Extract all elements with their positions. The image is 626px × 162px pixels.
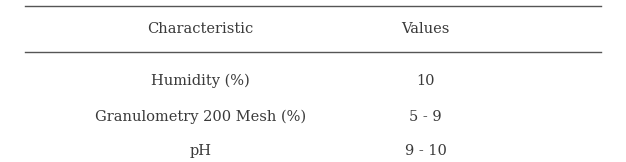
Text: 10: 10: [416, 74, 435, 88]
Text: Values: Values: [401, 22, 450, 36]
Text: Characteristic: Characteristic: [147, 22, 254, 36]
Text: Granulometry 200 Mesh (%): Granulometry 200 Mesh (%): [95, 110, 306, 124]
Text: 5 - 9: 5 - 9: [409, 110, 442, 124]
Text: 9 - 10: 9 - 10: [405, 144, 446, 158]
Text: Humidity (%): Humidity (%): [151, 74, 250, 88]
Text: pH: pH: [189, 144, 212, 158]
